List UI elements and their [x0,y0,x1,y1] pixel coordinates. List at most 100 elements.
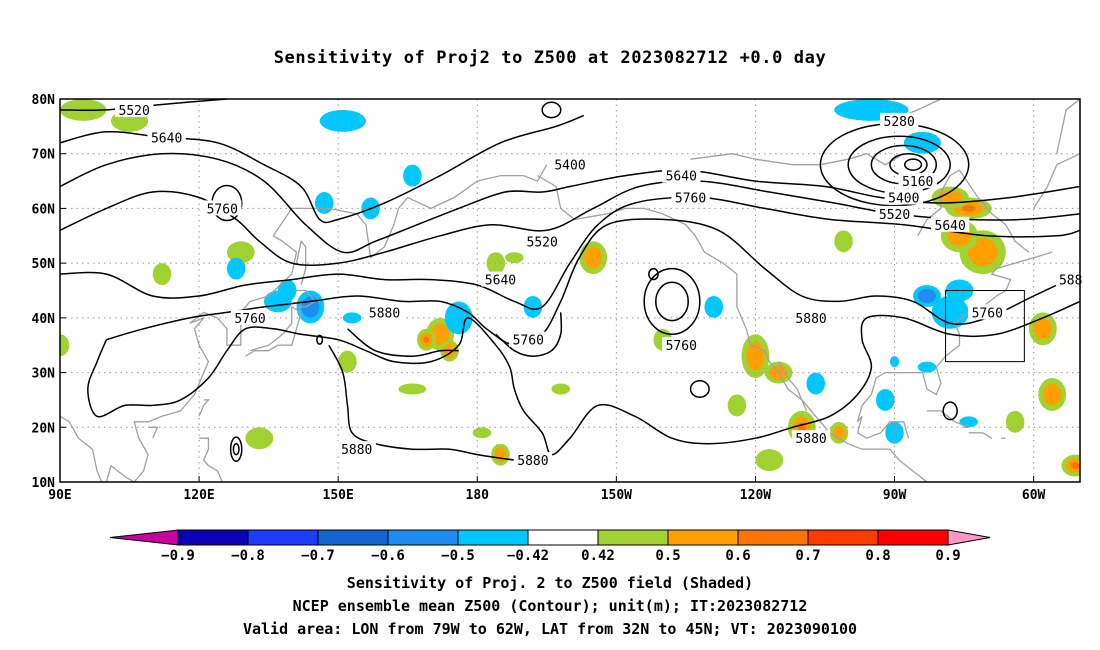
z500-contour-line [60,180,1080,266]
contour-label-bg [879,112,919,128]
lat-tick-label: 30N [32,367,56,382]
contour-label: 5520 [879,208,910,223]
positive-sensitivity-patch [494,447,507,462]
lat-tick-label: 60N [32,202,56,217]
z500-contour-line [106,218,1080,347]
positive-sensitivity-patch [152,263,172,286]
z500-closed-contour [541,101,562,119]
z500-closed-contour [903,158,923,171]
colorbar-tick-label: 0.7 [795,548,820,564]
lat-tick-label: 70N [32,148,56,163]
negative-sensitivity-patch [704,295,724,318]
negative-sensitivity-patch [806,372,826,395]
graticule [60,99,1080,482]
negative-sensitivity-patch [917,361,937,373]
z500-contour-line [60,152,1080,254]
positive-sensitivity-patch [472,427,492,439]
positive-sensitivity-patch [727,394,747,417]
contour-label-bg [930,216,970,232]
colorbar-tick-label: −0.42 [507,548,549,564]
negative-sensitivity-patch [931,295,969,329]
lat-tick-label: 40N [32,312,56,327]
colorbar-segment [387,529,459,546]
negative-sensitivity-patch [903,131,941,154]
contour-label: 5640 [485,274,516,289]
contour-label: 5880 [369,306,400,321]
positive-sensitivity-patch [226,241,255,264]
lon-tick-label: 150W [601,488,632,503]
z500-closed-contour [942,401,958,421]
contour-label-bg [791,309,831,325]
colorbar-segment [177,529,249,546]
negative-sensitivity-patch [403,164,422,187]
negative-sensitivity-patch [315,192,334,214]
coastline-segment [148,426,159,439]
contour-label: 5160 [902,175,933,190]
contour-label: 5880 [795,312,826,327]
contour-label-bg [791,430,831,446]
contour-label-bg [671,189,710,205]
coastline-segment [917,169,1030,253]
contour-label-bg [522,233,562,249]
colorbar-tick-label: −0.6 [371,548,405,564]
negative-sensitivity-patch [959,416,979,428]
colorbar-segment [807,529,879,546]
z500-contour-line [328,344,552,467]
colorbar-tick-label: −0.7 [301,548,335,564]
contour-label: 5760 [666,339,697,354]
contour-label: 5400 [554,159,585,174]
colorbar-segment [527,529,599,546]
negative-sensitivity-patch [917,288,937,304]
contour-label-bg [513,452,553,468]
colorbar-segment [597,529,669,546]
valid-area-box [945,290,1025,363]
negative-sensitivity-patch [226,257,246,280]
colorbar-tick-label: 0.6 [725,548,750,564]
coastlines [60,99,1080,482]
z500-closed-contour [232,442,240,456]
caption-line-1: Sensitivity of Proj. 2 to Z500 field (Sh… [346,574,754,592]
negative-sensitivity-patch [319,109,366,132]
positive-sensitivity-patch [551,383,571,395]
map-title: Sensitivity of Proj2 to Z500 at 20230827… [273,48,827,68]
coastline-segment [856,415,910,439]
contour-label-bg [898,173,937,189]
negative-sensitivity-patch [444,301,473,335]
lon-tick-label: 120E [183,488,214,503]
coastline-segment [60,415,103,482]
coastline-segment [856,251,1053,422]
colorbar-segment [317,529,389,546]
positive-sensitivity-patch [60,334,70,357]
z500-contour-line [87,300,1080,456]
colorbar-tick-label: −0.9 [161,548,195,564]
contour-label: 5880 [341,443,372,458]
colorbar-tick-label: 0.9 [935,548,960,564]
positive-sensitivity-patch [1005,410,1025,433]
contour-label-bg [114,101,154,117]
z500-closed-contour [655,281,689,322]
positive-sensitivity-patch [1043,383,1062,406]
positive-sensitivity-patch [338,350,357,373]
positive-sensitivity-patch [938,190,963,205]
z500-closed-contour [643,267,701,336]
coastline-segment [245,305,302,357]
positive-sensitivity-patch [1033,318,1052,340]
colorbar-segment [737,529,809,546]
lat-tick-label: 50N [32,257,56,272]
contour-label-bg [1055,271,1086,287]
contour-label: 5520 [527,235,558,250]
contour-label: 5640 [151,131,182,146]
contour-label: 5760 [675,191,706,206]
z500-contour-line [347,328,459,357]
contour-label-bg [337,441,376,457]
contour-label-bg [365,304,404,320]
contour-label: 5280 [884,115,915,130]
contour-label: 588 [1059,274,1082,289]
lon-tick-label: 60W [1022,488,1046,503]
contour-label: 5760 [513,334,544,349]
positive-sensitivity-patch [431,323,450,345]
lon-tick-label: 150E [323,488,354,503]
lat-tick-label: 80N [32,93,56,108]
contour-label: 5760 [234,312,265,327]
